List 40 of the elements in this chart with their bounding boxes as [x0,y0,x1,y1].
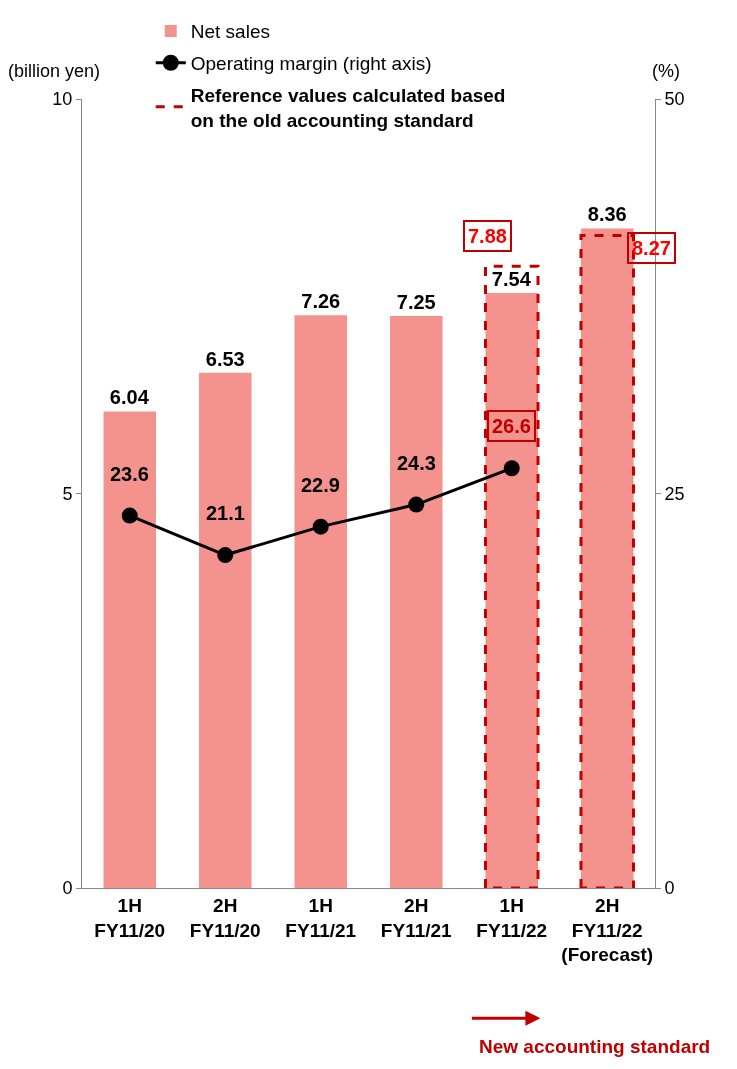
x-tick-label: 1H FY11/20 [94,894,166,941]
y2-tick-label: 0 [664,878,675,899]
bar [294,315,348,888]
data-label: 6.53 [205,347,245,370]
data-label: 24.3 [397,452,436,474]
point [217,547,234,564]
data-label: 22.9 [301,474,340,496]
data-label: 6.04 [109,386,150,409]
x-tick-label: 2H FY11/21 [380,894,453,941]
bar [389,315,443,888]
x-tick-label: 2H FY11/20 [189,894,261,941]
y2-axis-title: (%) [652,61,680,81]
y-tick-label: 0 [62,878,73,899]
point [408,496,425,513]
y-tick-label: 5 [62,483,73,504]
legend-label: Reference values calculated based on the old accounting standard [190,84,506,131]
data-label: 21.1 [206,502,245,524]
point [503,460,520,477]
y-axis-title: (billion yen) [8,61,101,81]
data-label: 8.36 [587,203,627,226]
y2-tick-label: 50 [664,89,685,110]
data-label: 23.6 [110,463,149,485]
point [312,518,329,535]
bar [103,411,157,888]
data-label: 26.6 [492,415,531,437]
x-tick-label: 1H FY11/22 [476,894,548,941]
x-tick-label: 2H FY11/22 (Forecast) [561,894,654,966]
point [121,507,138,524]
data-label: 7.54 [491,268,532,291]
y-tick-label: 10 [52,89,73,110]
x-tick-label: 1H FY11/21 [285,894,357,941]
data-label: 7.88 [468,225,507,247]
bar [198,372,252,888]
data-label: 8.27 [632,237,671,259]
legend-label: Net sales [190,21,270,43]
text: New accounting standard [479,1036,711,1057]
data-label: 7.26 [301,290,341,313]
data-label: 7.25 [396,290,436,313]
legend-label: Operating margin (right axis) [190,53,432,75]
y2-tick-label: 25 [664,483,685,504]
